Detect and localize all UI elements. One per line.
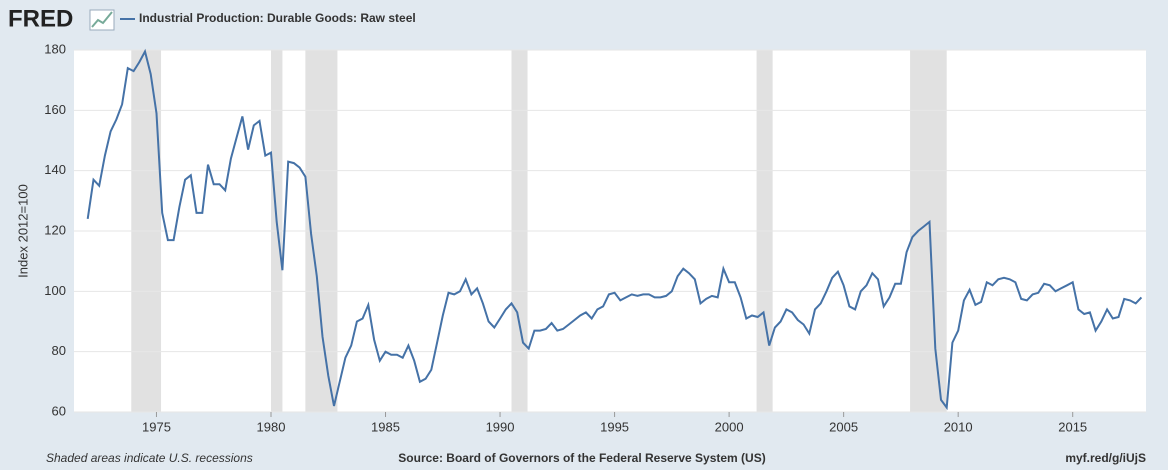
x-tick-label: 1980 bbox=[257, 419, 286, 434]
source: Source: Board of Governors of the Federa… bbox=[398, 451, 765, 465]
x-tick-label: 2000 bbox=[715, 419, 744, 434]
footnote: Shaded areas indicate U.S. recessions bbox=[46, 451, 253, 465]
link[interactable]: myf.red/g/iUjS bbox=[1065, 451, 1146, 465]
logo-icon bbox=[89, 9, 115, 31]
x-tick-label: 2015 bbox=[1058, 419, 1087, 434]
y-tick-label: 180 bbox=[44, 41, 66, 56]
y-tick-label: 120 bbox=[44, 222, 66, 237]
y-tick-label: 100 bbox=[44, 283, 66, 298]
x-tick-label: 1975 bbox=[142, 419, 171, 434]
y-tick-label: 140 bbox=[44, 162, 66, 177]
x-tick-label: 1995 bbox=[600, 419, 629, 434]
x-tick-label: 2005 bbox=[829, 419, 858, 434]
x-tick-label: 2010 bbox=[944, 419, 973, 434]
y-tick-label: 80 bbox=[52, 343, 66, 358]
x-tick-label: 1985 bbox=[371, 419, 400, 434]
legend-label: Industrial Production: Durable Goods: Ra… bbox=[139, 11, 416, 25]
y-tick-label: 160 bbox=[44, 102, 66, 117]
x-tick-label: 1990 bbox=[486, 419, 515, 434]
y-tick-label: 60 bbox=[52, 403, 66, 418]
series-line bbox=[86, 48, 1143, 411]
y-axis-label: Index 2012=100 bbox=[15, 184, 30, 278]
logo: FRED bbox=[8, 5, 73, 32]
